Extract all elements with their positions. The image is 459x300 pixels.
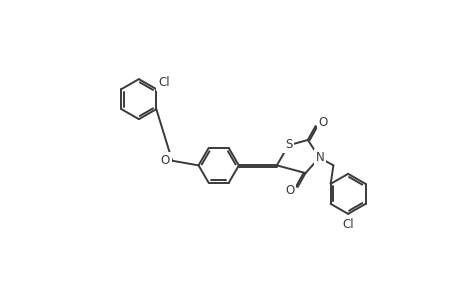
Text: O: O bbox=[285, 184, 294, 197]
Text: Cl: Cl bbox=[157, 76, 169, 89]
Text: Cl: Cl bbox=[341, 218, 353, 231]
Text: O: O bbox=[160, 154, 169, 167]
Text: O: O bbox=[318, 116, 327, 129]
Text: N: N bbox=[315, 151, 324, 164]
Text: S: S bbox=[284, 138, 291, 151]
